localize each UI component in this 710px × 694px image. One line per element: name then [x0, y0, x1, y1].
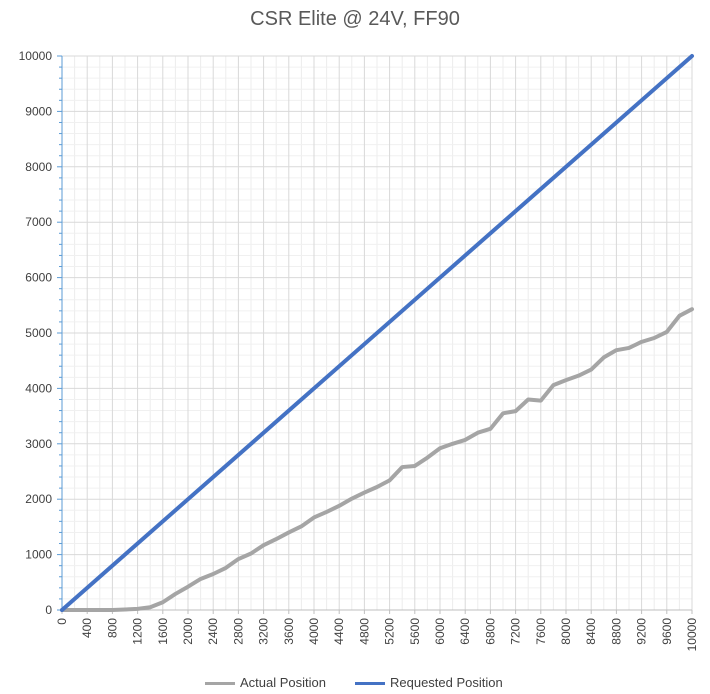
x-tick-label: 4800	[357, 618, 371, 645]
x-tick-label: 5600	[408, 618, 422, 645]
x-tick-label: 9200	[635, 618, 649, 645]
y-tick-label: 5000	[25, 326, 52, 340]
y-tick-label: 7000	[25, 215, 52, 229]
y-axis-tick-labels: 0 1000 2000 3000 4000 5000 6000 7000 8000 9000 100…	[19, 49, 53, 617]
x-axis-tick-labels: 0 400 800 1200 1600 2000 2400 2800 3200 3600 4000 4…	[55, 618, 699, 652]
y-tick-label: 3000	[25, 437, 52, 451]
legend-swatch-actual	[205, 682, 235, 685]
x-tick-label: 6800	[483, 618, 497, 645]
y-tick-label: 9000	[25, 104, 52, 118]
x-tick-label: 4000	[307, 618, 321, 645]
x-tick-label: 6000	[433, 618, 447, 645]
x-tick-label: 7600	[534, 618, 548, 645]
series-line-actual-position	[60, 307, 694, 612]
y-tick-label: 8000	[25, 160, 52, 174]
x-tick-label: 8400	[584, 618, 598, 645]
x-tick-label: 3200	[257, 618, 271, 645]
x-tick-label: 9600	[660, 618, 674, 645]
x-tick-label: 4400	[332, 618, 346, 645]
x-tick-label: 2800	[231, 618, 245, 645]
legend-label-requested: Requested Position	[390, 675, 503, 690]
x-tick-label: 6400	[458, 618, 472, 645]
major-gridlines	[62, 55, 693, 610]
x-tick-label: 8000	[559, 618, 573, 645]
y-tick-label: 10000	[19, 49, 53, 63]
x-tick-label: 2400	[206, 618, 220, 645]
legend: Actual Position Requested Position	[0, 674, 710, 692]
y-tick-label: 6000	[25, 271, 52, 285]
x-tick-label: 7200	[509, 618, 523, 645]
y-tick-label: 4000	[25, 381, 52, 395]
x-tick-label: 0	[55, 618, 69, 625]
y-tick-label: 0	[45, 603, 52, 617]
series-layer	[60, 54, 694, 612]
y-tick-label: 2000	[25, 492, 52, 506]
x-tick-label: 1200	[131, 618, 145, 645]
x-tick-label: 400	[80, 618, 94, 638]
x-tick-label: 800	[105, 618, 119, 638]
chart-title: CSR Elite @ 24V, FF90	[250, 8, 460, 30]
x-tick-label: 10000	[685, 618, 699, 652]
x-tick-label: 2000	[181, 618, 195, 645]
x-tick-label: 5200	[383, 618, 397, 645]
axes	[57, 55, 693, 614]
y-tick-label: 1000	[25, 548, 52, 562]
series-line-requested-position	[60, 54, 694, 612]
legend-swatch-requested	[355, 682, 385, 685]
x-tick-label: 8800	[609, 618, 623, 645]
x-tick-label: 1600	[156, 618, 170, 645]
legend-label-actual: Actual Position	[240, 675, 326, 690]
x-tick-label: 3600	[282, 618, 296, 645]
